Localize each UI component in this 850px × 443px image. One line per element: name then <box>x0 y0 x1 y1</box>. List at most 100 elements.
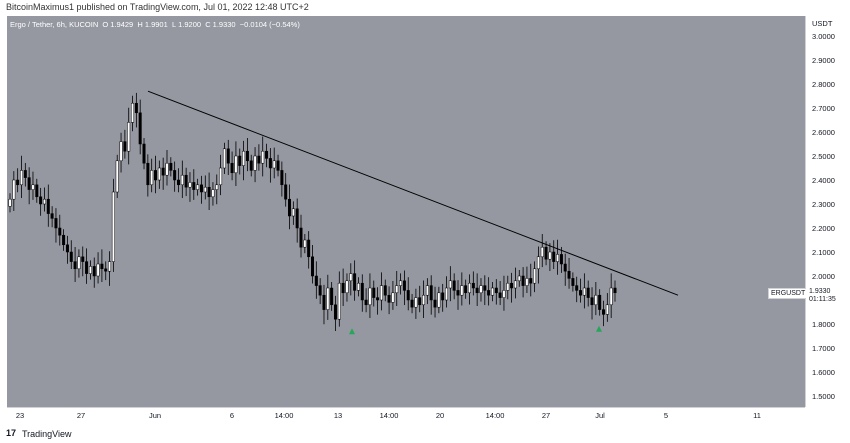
candle-body <box>575 285 579 291</box>
candle-body <box>605 304 609 315</box>
candle-body <box>46 198 50 214</box>
price-tick-label: 2.8000 <box>812 80 835 89</box>
candle-body <box>199 184 203 193</box>
triangle-up-marker <box>596 325 602 332</box>
candle-body <box>471 282 475 289</box>
candle-body <box>96 263 100 277</box>
price-tick-label: 2.1000 <box>812 248 835 257</box>
footer: 17 TradingView <box>0 425 850 443</box>
price-tick-label: 1.6000 <box>812 368 835 377</box>
last-price-tag: ERGUSDT 1.9330 01:11:35 <box>768 288 850 305</box>
candle-body <box>245 150 249 162</box>
candle-body <box>360 282 364 301</box>
candle-body <box>456 290 460 296</box>
price-tick-label: 2.3000 <box>812 200 835 209</box>
price-tick-label: 2.4000 <box>812 176 835 185</box>
time-tick-label: 27 <box>542 411 550 420</box>
candle-body <box>303 239 307 248</box>
candle-body <box>134 102 138 114</box>
candle-body <box>50 213 54 219</box>
candle-body <box>230 162 234 174</box>
candle-body <box>85 261 89 274</box>
legend-title: Ergo / Tether, 6h, KUCOIN <box>10 20 99 29</box>
candle-body <box>379 285 383 301</box>
candle-body <box>150 170 154 186</box>
candle-body <box>345 280 349 294</box>
candle-body <box>104 268 108 272</box>
candle-body <box>322 294 326 310</box>
candle-body <box>594 294 598 306</box>
price-axis[interactable] <box>805 16 850 407</box>
chart-plot-area[interactable] <box>7 16 805 407</box>
candle-body <box>16 179 20 186</box>
candle-body <box>73 261 77 270</box>
candle-body <box>92 266 96 277</box>
time-tick-label: 14:00 <box>486 411 505 420</box>
candle-body <box>108 261 112 272</box>
price-tag: 1.9330 01:11:35 <box>806 288 850 305</box>
candle-body <box>445 287 449 301</box>
candle-body <box>253 155 257 171</box>
price-tick-label: 3.0000 <box>812 32 835 41</box>
candle-body <box>146 162 150 186</box>
triangle-up-marker <box>349 328 355 335</box>
candle-body <box>142 143 146 164</box>
candle-body <box>284 184 288 200</box>
candle-body <box>364 299 368 306</box>
candle-body <box>261 150 265 164</box>
candle-body <box>35 184 39 198</box>
candle-body <box>19 170 23 186</box>
time-axis[interactable] <box>7 407 805 425</box>
candle-body <box>318 285 322 296</box>
candle-body <box>410 299 414 308</box>
top-bar: BitcoinMaximus1 published on TradingView… <box>0 0 850 16</box>
candle-body <box>368 287 372 306</box>
candle-body <box>169 162 173 171</box>
candle-body <box>460 285 464 296</box>
candle-body <box>219 167 223 186</box>
time-tick-label: 11 <box>753 411 761 420</box>
chart-legend: Ergo / Tether, 6h, KUCOIN O 1.9429 H 1.990… <box>10 20 300 29</box>
candle-body <box>157 167 161 181</box>
candle-body <box>242 150 246 166</box>
candle-body <box>330 287 334 306</box>
candle-body <box>314 275 318 286</box>
candle-body <box>23 170 27 178</box>
candle-body <box>487 290 491 296</box>
candle-body <box>399 280 403 286</box>
candle-body <box>280 170 284 186</box>
legend-open-label: O <box>102 20 109 29</box>
price-axis-currency: USDT <box>812 19 833 28</box>
candle-body <box>533 268 537 284</box>
candle-body <box>506 282 510 291</box>
candle-body <box>590 297 594 306</box>
candle-body <box>437 292 441 308</box>
candle-body <box>556 254 560 262</box>
price-tag-value: 1.9330 <box>809 288 831 295</box>
candle-body <box>376 297 380 301</box>
candle-body <box>12 179 16 200</box>
candle-body <box>100 263 104 270</box>
candle-body <box>268 158 272 169</box>
price-tick-label: 2.0000 <box>812 272 835 281</box>
candle-body <box>265 150 269 159</box>
price-tick-label: 1.7000 <box>812 344 835 353</box>
candle-body <box>192 182 196 190</box>
time-tick-label: 14:00 <box>380 411 399 420</box>
candle-body <box>429 285 433 301</box>
candle-body <box>184 174 188 188</box>
candle-body <box>58 227 62 236</box>
candle-body <box>62 234 66 246</box>
legend-high-value: 1.9901 <box>144 20 168 29</box>
candle-body <box>77 256 81 270</box>
candle-body <box>395 285 399 294</box>
price-tick-label: 1.8000 <box>812 320 835 329</box>
candle-body <box>540 246 544 258</box>
candle-body <box>291 208 295 217</box>
candle-body <box>123 141 127 152</box>
candle-body <box>238 155 242 166</box>
candle-body <box>119 141 123 162</box>
candle-body <box>353 273 357 291</box>
candle-body <box>609 287 613 306</box>
candle-body <box>69 251 73 262</box>
